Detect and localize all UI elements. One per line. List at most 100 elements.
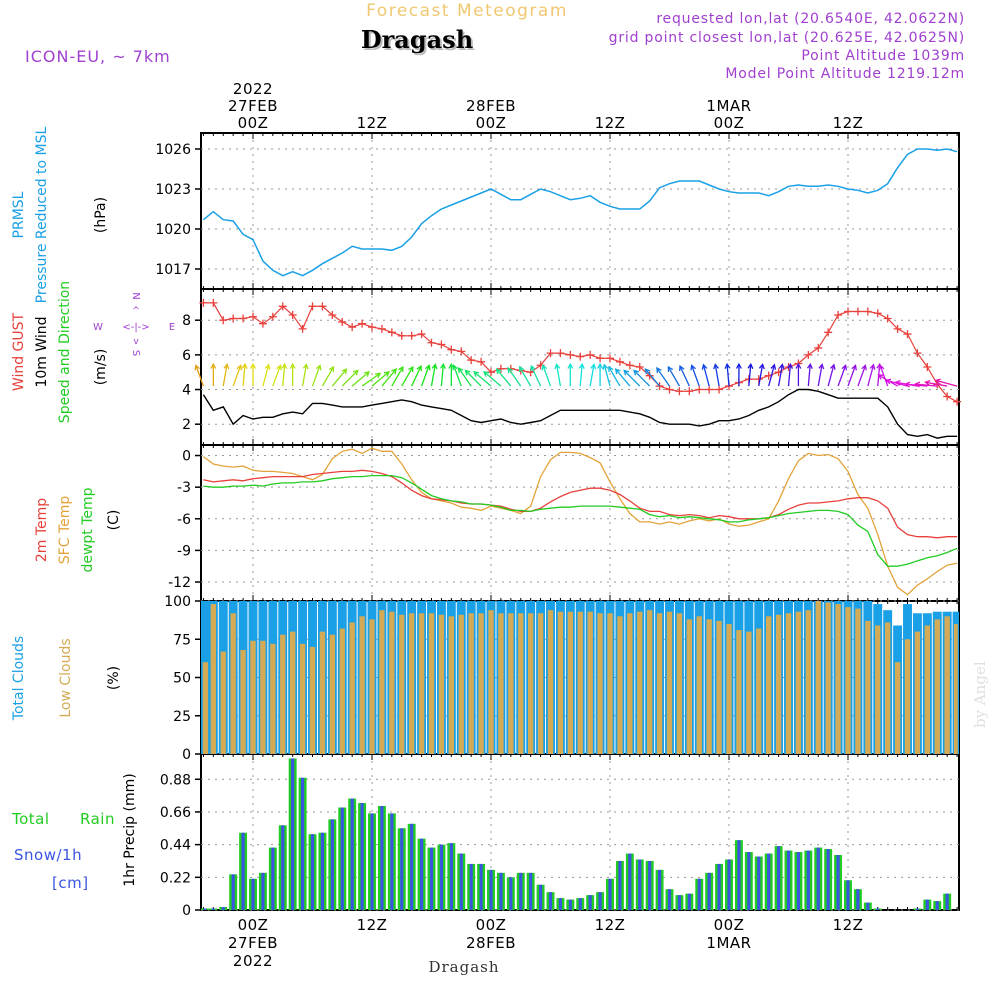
wind-gust-marker	[893, 324, 902, 333]
wind-direction-arrow	[530, 365, 542, 387]
sfc-temp-label: SFC Temp	[57, 496, 73, 565]
precip-ylabel: 1hr Precip (mm)	[122, 773, 138, 886]
wind-gust-marker	[635, 363, 644, 371]
precip-snow-bar	[499, 872, 503, 910]
precip-snow-bar	[261, 872, 265, 910]
wind-gust-marker	[814, 343, 823, 352]
wind-gust-marker	[715, 385, 724, 394]
wind-direction-arrow	[555, 364, 562, 387]
low-cloud-bar	[448, 616, 455, 754]
point-altitude: Point Altitude 1039m	[801, 48, 965, 64]
wind-direction-arrowhead	[904, 381, 911, 388]
low-cloud-bar	[468, 613, 474, 754]
precip-snow-bar	[727, 859, 731, 910]
time-axis-label: 28FEB	[466, 97, 516, 115]
low-cloud-bar	[359, 616, 365, 754]
compass-s: S	[130, 350, 141, 356]
wind-direction-arrow	[391, 366, 404, 387]
precip-snow-bar	[846, 880, 850, 910]
wind-direction-arrowhead	[623, 369, 630, 376]
time-axis-label: 12Z	[357, 114, 388, 132]
low-cloud-bar	[339, 628, 345, 754]
wind-gust-marker	[407, 331, 416, 340]
low-cloud-bar	[637, 611, 643, 754]
wind-gust-marker	[556, 349, 565, 358]
wind-direction-arrow	[341, 370, 359, 387]
wind-direction-arrowhead	[656, 366, 662, 374]
precip-snow-bar	[697, 878, 701, 910]
low-cloud-bar	[527, 613, 534, 754]
wind-gust-marker	[883, 314, 892, 323]
low-cloud-bar	[884, 622, 891, 754]
wind-direction-arrow	[714, 364, 720, 387]
wind-direction-arrow	[679, 365, 690, 387]
wind-direction-arrowhead	[375, 372, 382, 379]
precip-snow-bar	[320, 832, 325, 910]
wind-direction-arrow	[282, 364, 286, 387]
wind-gust-marker	[863, 307, 872, 316]
wind-direction-arrow	[311, 365, 321, 387]
low-cloud-bar	[746, 631, 752, 754]
precip-snow-bar	[757, 856, 761, 910]
low-cloud-bar	[686, 619, 693, 754]
wind-direction-arrowhead	[507, 366, 513, 374]
wind-direction-arrow	[272, 365, 281, 387]
pressure-label-1: PRMSL	[11, 191, 27, 238]
wind-ytick-label: 6	[182, 348, 191, 364]
time-axis-label: 28FEB	[466, 934, 516, 952]
wind-direction-arrowhead	[223, 363, 230, 370]
wind-gust-marker	[655, 382, 664, 391]
wind-direction-arrowhead	[724, 362, 731, 369]
low-cloud-bar	[914, 631, 921, 754]
time-axis-label: 27FEB	[228, 934, 278, 952]
temp-unit: (C)	[106, 510, 122, 531]
wind-direction-arrow	[768, 364, 775, 387]
pressure-ytick-label: 1020	[155, 222, 191, 238]
low-cloud-bar	[329, 634, 336, 754]
wind-direction-arrow	[458, 367, 472, 387]
low-cloud-bar	[379, 610, 385, 754]
footer-location: Dragash	[428, 958, 499, 976]
time-axis-label: 12Z	[833, 114, 864, 132]
wind-direction-arrow	[542, 365, 552, 387]
low-cloud-bar	[924, 625, 931, 754]
low-cloud-bar	[934, 619, 940, 754]
precip-snow-bar	[439, 844, 444, 910]
low-cloud-bar	[706, 619, 712, 754]
panels: 1017 1020 1023 1026 2 4 6 8 -12 -9 -6 -3 0 0 25 50 75 100…	[155, 132, 962, 919]
wind-direction-arrowhead	[614, 368, 621, 375]
wind-direction-arrow	[420, 365, 430, 387]
compass-h-arrow: <-|->	[122, 322, 149, 333]
clouds-ytick-label: 75	[173, 632, 191, 648]
precip-snow-bar	[231, 874, 235, 910]
wind-gust-marker	[844, 307, 852, 316]
low-cloud-bar	[815, 601, 821, 754]
low-cloud-bar	[478, 613, 484, 754]
pressure-ytick-label: 1017	[155, 262, 191, 278]
wind-direction-arrow	[935, 379, 958, 387]
wind-direction-arrowhead	[194, 364, 201, 371]
wind-gust-marker	[665, 385, 674, 394]
banner-title: Forecast Meteogram	[366, 1, 568, 21]
pressure-ytick-label: 1026	[155, 142, 191, 158]
wind-direction-arrow	[321, 366, 334, 387]
wind-direction-arrowhead	[679, 364, 685, 372]
wind-gust-marker	[625, 361, 634, 370]
wind-direction-arrowhead	[861, 364, 867, 371]
wind-direction-arrow	[748, 364, 752, 387]
wind-direction-arrowhead	[408, 365, 414, 373]
wind-direction-arrow	[691, 365, 700, 387]
wind-gust-marker	[447, 345, 456, 354]
wind-direction-arrow	[507, 367, 522, 387]
wind-gust-marker	[586, 350, 595, 359]
wind-gust-marker	[387, 328, 396, 337]
low-cloud-bar	[250, 640, 256, 754]
wind-gust-marker	[705, 385, 714, 394]
compass-w: W	[93, 322, 103, 333]
time-axis-label: 12Z	[595, 916, 626, 934]
wind-direction-arrow	[603, 364, 611, 387]
wind-direction-arrowhead	[869, 363, 876, 370]
precip-snow-bar	[796, 852, 801, 910]
wind-direction-arrowhead	[391, 368, 397, 375]
